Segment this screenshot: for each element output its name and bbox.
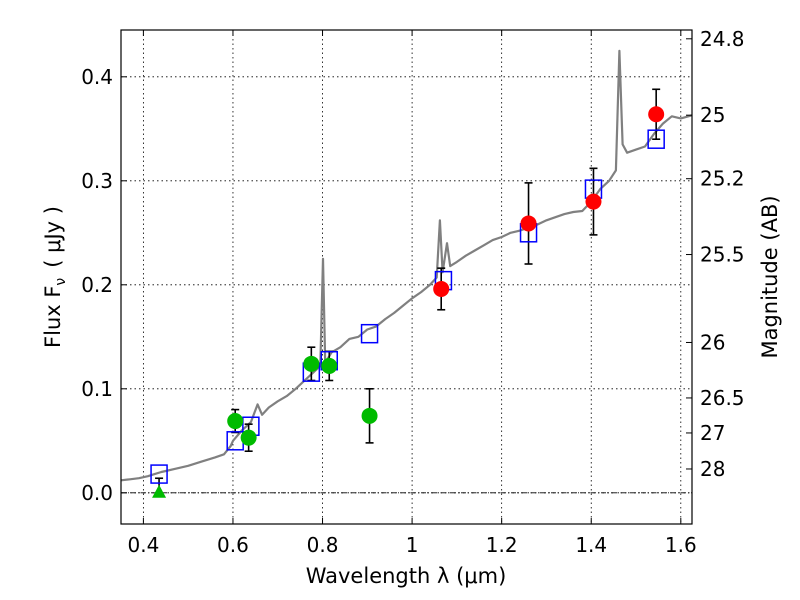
y2-tick-label: 25.5 — [700, 243, 745, 267]
ground-photometry-point — [303, 355, 320, 372]
model-photometry-box — [647, 129, 665, 149]
y-tick-labels: 0.0 0.1 0.2 0.3 0.4 — [81, 65, 113, 505]
y2-tick-label: 26.5 — [700, 386, 745, 410]
y2-tick-label: 28 — [700, 457, 725, 481]
y-tick-label: 0.0 — [81, 481, 113, 505]
model-spectrum-layer — [120, 49, 693, 482]
y2-tick-label: 25.2 — [700, 167, 745, 191]
space-photometry-point — [648, 106, 665, 123]
upper-limit-marker — [152, 484, 167, 498]
x-tick-label: 1.2 — [486, 533, 518, 557]
space-photometry-point — [585, 193, 602, 210]
y-axis-label-units: ( μJy ) — [41, 206, 65, 268]
y-axis-label-sub: ν — [53, 278, 69, 286]
axis-ticks — [121, 30, 692, 524]
y2-axis-label: Magnitude (AB) — [758, 195, 782, 358]
ground-photometry-point — [361, 407, 378, 424]
x-tick-label: 0.4 — [127, 533, 159, 557]
y-axis-label: Flux Fν ( μJy ) — [41, 206, 69, 348]
x-tick-label: 1 — [406, 533, 419, 557]
y2-tick-labels: 24.8 25 25.2 25.5 26 26.5 27 28 — [700, 27, 745, 481]
x-axis-label: Wavelength λ (μm) — [306, 564, 507, 588]
y2-tick-label: 26 — [700, 330, 725, 354]
x-tick-label: 1.6 — [665, 533, 697, 557]
ground-photometry-point — [321, 357, 338, 374]
y-tick-label: 0.1 — [81, 377, 113, 401]
model-photometry-box — [150, 464, 168, 484]
x-tick-labels: 0.4 0.6 0.8 1 1.2 1.4 1.6 — [127, 533, 696, 557]
ground-photometry-point — [227, 413, 244, 430]
model-photometry-box — [360, 323, 379, 344]
y2-tick-label: 24.8 — [700, 27, 745, 51]
y-axis-label-main: Flux F — [41, 286, 65, 348]
x-tick-label: 1.4 — [575, 533, 607, 557]
y2-tick-label: 27 — [700, 421, 725, 445]
model-photometry-layer — [150, 129, 665, 484]
plot-frame — [120, 29, 693, 525]
space-photometry-point — [433, 280, 450, 297]
y-tick-label: 0.2 — [81, 273, 113, 297]
y2-tick-label: 25 — [700, 103, 725, 127]
ground-photometry-point — [240, 429, 257, 446]
x-tick-label: 0.8 — [307, 533, 339, 557]
grid-lines — [121, 30, 692, 524]
y-tick-label: 0.3 — [81, 169, 113, 193]
model-spectrum-line — [120, 49, 693, 482]
y-tick-label: 0.4 — [81, 65, 113, 89]
x-tick-label: 0.6 — [217, 533, 249, 557]
photometry-points-layer — [152, 106, 665, 498]
space-photometry-point — [520, 215, 537, 232]
